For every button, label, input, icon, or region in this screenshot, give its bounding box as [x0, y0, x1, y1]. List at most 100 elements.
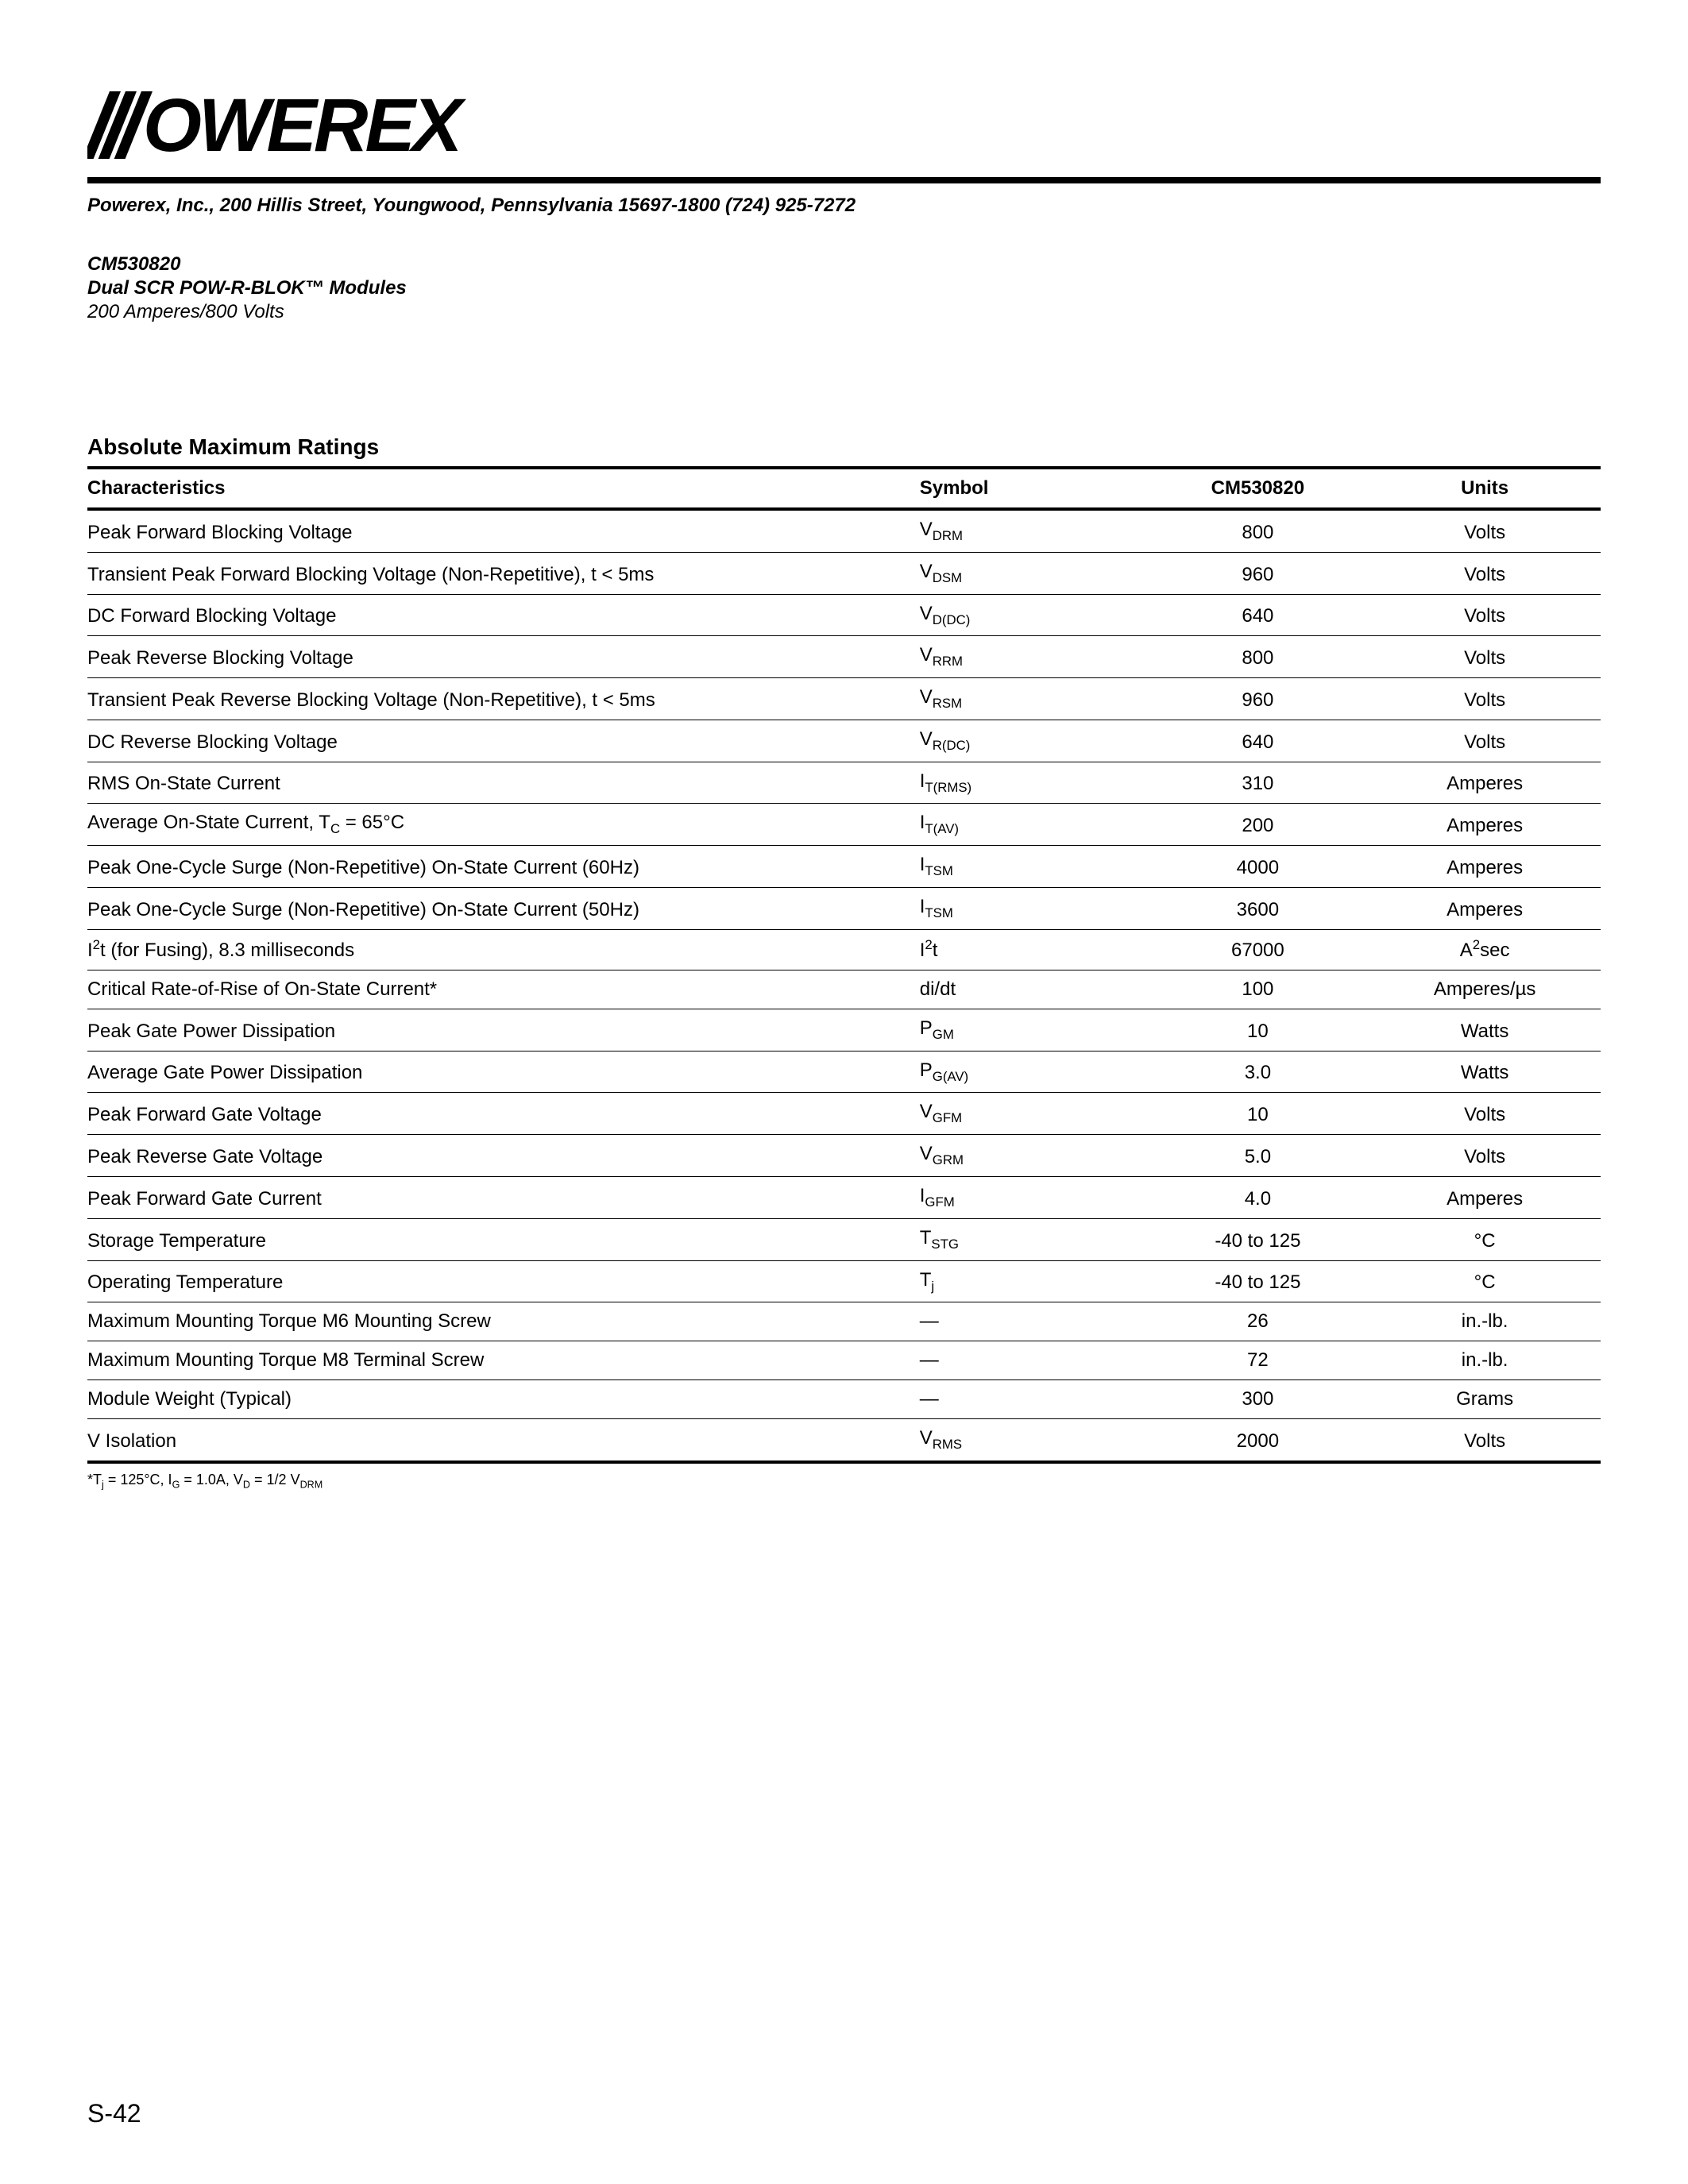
- cell-characteristic: Peak Reverse Gate Voltage: [87, 1135, 920, 1177]
- cell-characteristic: Operating Temperature: [87, 1260, 920, 1302]
- cell-value: 100: [1147, 970, 1374, 1009]
- col-header-value: CM530820: [1147, 468, 1374, 509]
- svg-text:OWEREX: OWEREX: [143, 87, 467, 163]
- table-row: DC Reverse Blocking VoltageVR(DC)640Volt…: [87, 720, 1601, 762]
- cell-value: 800: [1147, 636, 1374, 678]
- cell-units: A2sec: [1373, 929, 1601, 970]
- cell-characteristic: Transient Peak Forward Blocking Voltage …: [87, 552, 920, 594]
- cell-units: Amperes/µs: [1373, 970, 1601, 1009]
- cell-symbol: —: [920, 1341, 1147, 1380]
- table-row: V IsolationVRMS2000Volts: [87, 1419, 1601, 1462]
- cell-value: 10: [1147, 1009, 1374, 1051]
- table-row: Peak One-Cycle Surge (Non-Repetitive) On…: [87, 846, 1601, 888]
- cell-characteristic: Average Gate Power Dissipation: [87, 1051, 920, 1093]
- cell-characteristic: Peak Reverse Blocking Voltage: [87, 636, 920, 678]
- cell-value: 640: [1147, 720, 1374, 762]
- cell-value: -40 to 125: [1147, 1218, 1374, 1260]
- cell-characteristic: Peak Forward Gate Current: [87, 1176, 920, 1218]
- table-row: I2t (for Fusing), 8.3 millisecondsI2t670…: [87, 929, 1601, 970]
- part-number: CM530820: [87, 253, 1601, 276]
- section-title: Absolute Maximum Ratings: [87, 434, 1601, 460]
- cell-characteristic: DC Forward Blocking Voltage: [87, 594, 920, 636]
- cell-symbol: Tj: [920, 1260, 1147, 1302]
- powerex-logo: OWEREX: [87, 87, 1601, 163]
- cell-characteristic: Maximum Mounting Torque M8 Terminal Scre…: [87, 1341, 920, 1380]
- rating-line: 200 Amperes/800 Volts: [87, 301, 1601, 323]
- module-name: Dual SCR POW-R-BLOK™ Modules: [87, 277, 1601, 299]
- cell-units: °C: [1373, 1218, 1601, 1260]
- cell-characteristic: Peak Gate Power Dissipation: [87, 1009, 920, 1051]
- cell-symbol: IGFM: [920, 1176, 1147, 1218]
- cell-symbol: di/dt: [920, 970, 1147, 1009]
- cell-characteristic: I2t (for Fusing), 8.3 milliseconds: [87, 929, 920, 970]
- cell-value: 960: [1147, 552, 1374, 594]
- cell-symbol: VRSM: [920, 678, 1147, 720]
- table-row: Module Weight (Typical)—300Grams: [87, 1380, 1601, 1419]
- cell-value: 4.0: [1147, 1176, 1374, 1218]
- table-row: Storage TemperatureTSTG-40 to 125°C: [87, 1218, 1601, 1260]
- cell-characteristic: Peak One-Cycle Surge (Non-Repetitive) On…: [87, 888, 920, 930]
- table-row: Maximum Mounting Torque M6 Mounting Scre…: [87, 1302, 1601, 1341]
- cell-symbol: TSTG: [920, 1218, 1147, 1260]
- table-row: Transient Peak Forward Blocking Voltage …: [87, 552, 1601, 594]
- cell-value: 640: [1147, 594, 1374, 636]
- cell-symbol: —: [920, 1380, 1147, 1419]
- cell-units: Volts: [1373, 1419, 1601, 1462]
- datasheet-page: OWEREX Powerex, Inc., 200 Hillis Street,…: [0, 0, 1688, 2184]
- cell-symbol: VDSM: [920, 552, 1147, 594]
- cell-characteristic: Peak Forward Gate Voltage: [87, 1093, 920, 1135]
- cell-units: Watts: [1373, 1051, 1601, 1093]
- ratings-table: Characteristics Symbol CM530820 Units Pe…: [87, 466, 1601, 1464]
- cell-value: 960: [1147, 678, 1374, 720]
- cell-units: Amperes: [1373, 762, 1601, 804]
- cell-value: 10: [1147, 1093, 1374, 1135]
- cell-value: 67000: [1147, 929, 1374, 970]
- cell-characteristic: Module Weight (Typical): [87, 1380, 920, 1419]
- col-header-units: Units: [1373, 468, 1601, 509]
- cell-characteristic: Peak One-Cycle Surge (Non-Repetitive) On…: [87, 846, 920, 888]
- table-row: Peak Reverse Gate VoltageVGRM5.0Volts: [87, 1135, 1601, 1177]
- cell-symbol: —: [920, 1302, 1147, 1341]
- cell-value: 3600: [1147, 888, 1374, 930]
- cell-symbol: VDRM: [920, 509, 1147, 552]
- cell-value: 2000: [1147, 1419, 1374, 1462]
- table-row: Critical Rate-of-Rise of On-State Curren…: [87, 970, 1601, 1009]
- cell-value: 3.0: [1147, 1051, 1374, 1093]
- company-address: Powerex, Inc., 200 Hillis Street, Youngw…: [87, 195, 1601, 217]
- table-row: Operating TemperatureTj-40 to 125°C: [87, 1260, 1601, 1302]
- table-row: Transient Peak Reverse Blocking Voltage …: [87, 678, 1601, 720]
- cell-units: Grams: [1373, 1380, 1601, 1419]
- cell-units: Volts: [1373, 509, 1601, 552]
- col-header-characteristics: Characteristics: [87, 468, 920, 509]
- cell-units: Amperes: [1373, 1176, 1601, 1218]
- cell-units: Watts: [1373, 1009, 1601, 1051]
- cell-value: 300: [1147, 1380, 1374, 1419]
- cell-symbol: VD(DC): [920, 594, 1147, 636]
- table-header-row: Characteristics Symbol CM530820 Units: [87, 468, 1601, 509]
- table-row: Peak One-Cycle Surge (Non-Repetitive) On…: [87, 888, 1601, 930]
- cell-characteristic: Storage Temperature: [87, 1218, 920, 1260]
- table-row: Maximum Mounting Torque M8 Terminal Scre…: [87, 1341, 1601, 1380]
- cell-characteristic: RMS On-State Current: [87, 762, 920, 804]
- cell-symbol: VRRM: [920, 636, 1147, 678]
- cell-characteristic: Critical Rate-of-Rise of On-State Curren…: [87, 970, 920, 1009]
- cell-units: in.-lb.: [1373, 1341, 1601, 1380]
- cell-units: Volts: [1373, 1093, 1601, 1135]
- cell-symbol: VGRM: [920, 1135, 1147, 1177]
- cell-units: Volts: [1373, 594, 1601, 636]
- cell-symbol: VR(DC): [920, 720, 1147, 762]
- cell-symbol: ITSM: [920, 888, 1147, 930]
- table-row: Peak Forward Gate VoltageVGFM10Volts: [87, 1093, 1601, 1135]
- cell-symbol: I2t: [920, 929, 1147, 970]
- cell-value: 310: [1147, 762, 1374, 804]
- cell-value: -40 to 125: [1147, 1260, 1374, 1302]
- cell-characteristic: Average On-State Current, TC = 65°C: [87, 804, 920, 846]
- cell-units: °C: [1373, 1260, 1601, 1302]
- table-footnote: *Tj = 125°C, IG = 1.0A, VD = 1/2 VDRM: [87, 1472, 1601, 1491]
- cell-units: Amperes: [1373, 804, 1601, 846]
- cell-value: 72: [1147, 1341, 1374, 1380]
- cell-units: Volts: [1373, 552, 1601, 594]
- col-header-symbol: Symbol: [920, 468, 1147, 509]
- cell-symbol: PGM: [920, 1009, 1147, 1051]
- table-row: Peak Reverse Blocking VoltageVRRM800Volt…: [87, 636, 1601, 678]
